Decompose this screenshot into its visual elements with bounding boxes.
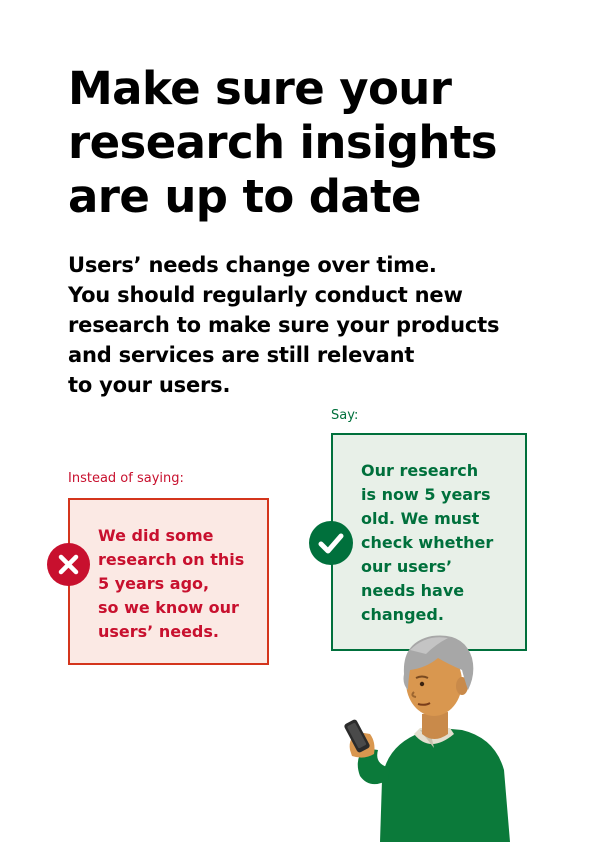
intro-line: You should regularly conduct new xyxy=(68,283,463,307)
page-title: Make sure your research insights are up … xyxy=(68,62,548,224)
check-icon xyxy=(309,521,353,565)
good-example-line: Our research xyxy=(361,461,479,480)
bad-example-line: research on this xyxy=(98,550,245,569)
person-with-phone-illustration xyxy=(330,630,530,846)
good-example-line: our users’ xyxy=(361,557,453,576)
intro-paragraph: Users’ needs change over time. You shoul… xyxy=(68,250,538,400)
title-line: research insights xyxy=(68,116,498,169)
bad-example-line: so we know our xyxy=(98,598,239,617)
intro-line: and services are still relevant xyxy=(68,343,415,367)
bad-example-label: Instead of saying: xyxy=(68,471,184,486)
good-example-label: Say: xyxy=(331,408,359,423)
bad-example-text: We did some research on this 5 years ago… xyxy=(98,524,244,644)
bad-example-line: We did some xyxy=(98,526,214,545)
good-example-text: Our research is now 5 years old. We must… xyxy=(361,459,493,627)
good-example-line: is now 5 years xyxy=(361,485,491,504)
bad-example-line: users’ needs. xyxy=(98,622,219,641)
title-line: Make sure your xyxy=(68,62,452,115)
good-example-line: check whether xyxy=(361,533,494,552)
good-example-line: needs have xyxy=(361,581,465,600)
title-line: are up to date xyxy=(68,170,422,223)
good-example-line: changed. xyxy=(361,605,444,624)
bad-example-box: We did some research on this 5 years ago… xyxy=(68,498,269,665)
intro-line: to your users. xyxy=(68,373,231,397)
bad-example-line: 5 years ago, xyxy=(98,574,210,593)
cross-icon xyxy=(47,543,90,586)
intro-line: Users’ needs change over time. xyxy=(68,253,437,277)
good-example-box: Our research is now 5 years old. We must… xyxy=(331,433,527,651)
intro-line: research to make sure your products xyxy=(68,313,500,337)
good-example-line: old. We must xyxy=(361,509,480,528)
